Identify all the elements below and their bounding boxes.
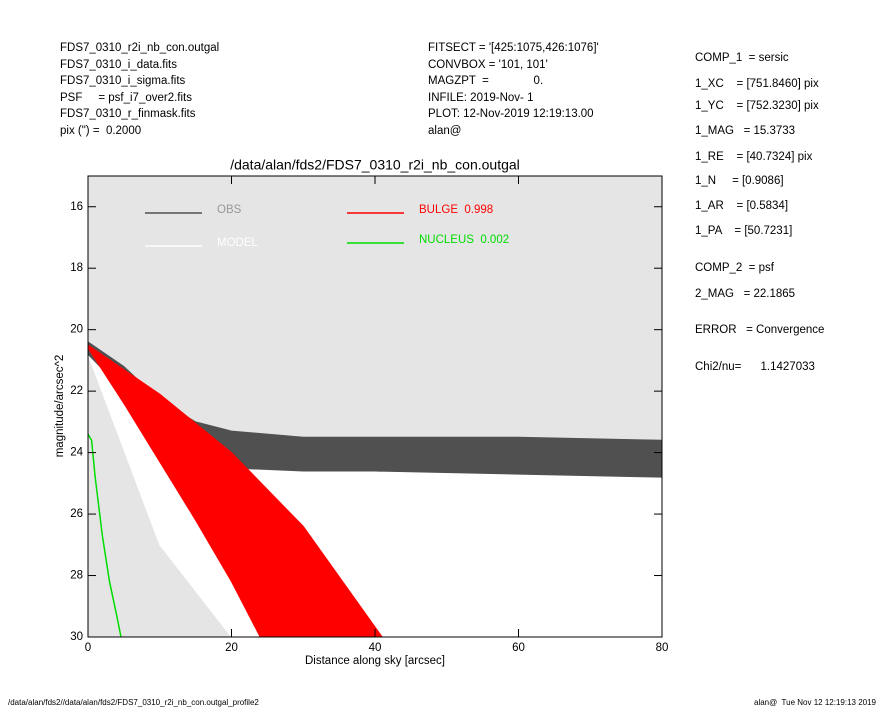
footer-right: alan@ Tue Nov 12 12:19:13 2019 [754,698,877,707]
y-tick-label: 28 [70,570,83,582]
legend-label: MODEL [217,237,259,249]
chart-title: /data/alan/fds2/FDS7_0310_r2i_nb_con.out… [230,157,520,173]
fit-result-line: 1_AR = [0.5834] [695,200,788,212]
x-tick-label: 80 [656,642,669,654]
series-band [88,344,383,637]
header-left-line: FDS7_0310_r2i_nb_con.outgal [60,42,219,54]
header-left-line: FDS7_0310_i_sigma.fits [60,75,186,87]
fit-result-line: 1_YC = [752.3230] pix [695,100,819,112]
header-middle-line: FITSECT = '[425:1075,426:1076]' [428,42,599,54]
header-middle-line: PLOT: 12-Nov-2019 12:19:13.00 [428,108,594,120]
y-tick-label: 22 [70,385,83,397]
header-left-line: FDS7_0310_i_data.fits [60,59,177,71]
footer-left: /data/alan/fds2//data/alan/fds2/FDS7_031… [8,698,259,707]
y-tick-label: 16 [70,201,83,213]
header-left-line: pix (") = 0.2000 [60,125,141,137]
x-tick-label: 60 [512,642,525,654]
fit-result-line: Chi2/nu= 1.1427033 [695,361,815,373]
y-axis-label: magnitude/arcsec^2 [54,355,66,458]
y-tick-label: 18 [70,262,83,274]
fit-result-line: 1_PA = [50.7231] [695,225,792,237]
fit-result-line: 1_RE = [40.7324] pix [695,151,813,163]
header-middle-line: alan@ [428,125,461,137]
fit-result-line: COMP_2 = psf [695,262,775,274]
fit-result-line: 2_MAG = 22.1865 [695,288,795,300]
fit-result-line: 1_N = [0.9086] [695,175,784,187]
y-tick-label: 26 [70,508,83,520]
fit-result-line: 1_XC = [751.8460] pix [695,78,819,90]
header-left-line: PSF = psf_i7_over2.fits [60,92,192,104]
header-left-line: FDS7_0310_r_finmask.fits [60,108,196,120]
y-tick-label: 20 [70,324,83,336]
fit-result-line: ERROR = Convergence [695,324,824,336]
fit-result-line: 1_MAG = 15.3733 [695,125,795,137]
series-line [88,433,122,637]
x-tick-label: 40 [369,642,382,654]
header-middle-line: MAGZPT = 0. [428,75,543,87]
x-axis-label: Distance along sky [arcsec] [305,655,445,667]
header-middle-line: CONVBOX = '101, 101' [428,59,548,71]
header-middle-line: INFILE: 2019-Nov- 1 [428,92,533,104]
legend-label: BULGE 0.998 [419,204,493,216]
x-tick-label: 20 [225,642,238,654]
y-tick-label: 30 [70,631,83,643]
x-tick-label: 0 [85,642,91,654]
fit-result-line: COMP_1 = sersic [695,52,789,64]
legend-label: NUCLEUS 0.002 [419,234,509,246]
y-tick-label: 24 [70,447,83,459]
plot-data [88,341,662,637]
legend-label: OBS [217,204,242,216]
